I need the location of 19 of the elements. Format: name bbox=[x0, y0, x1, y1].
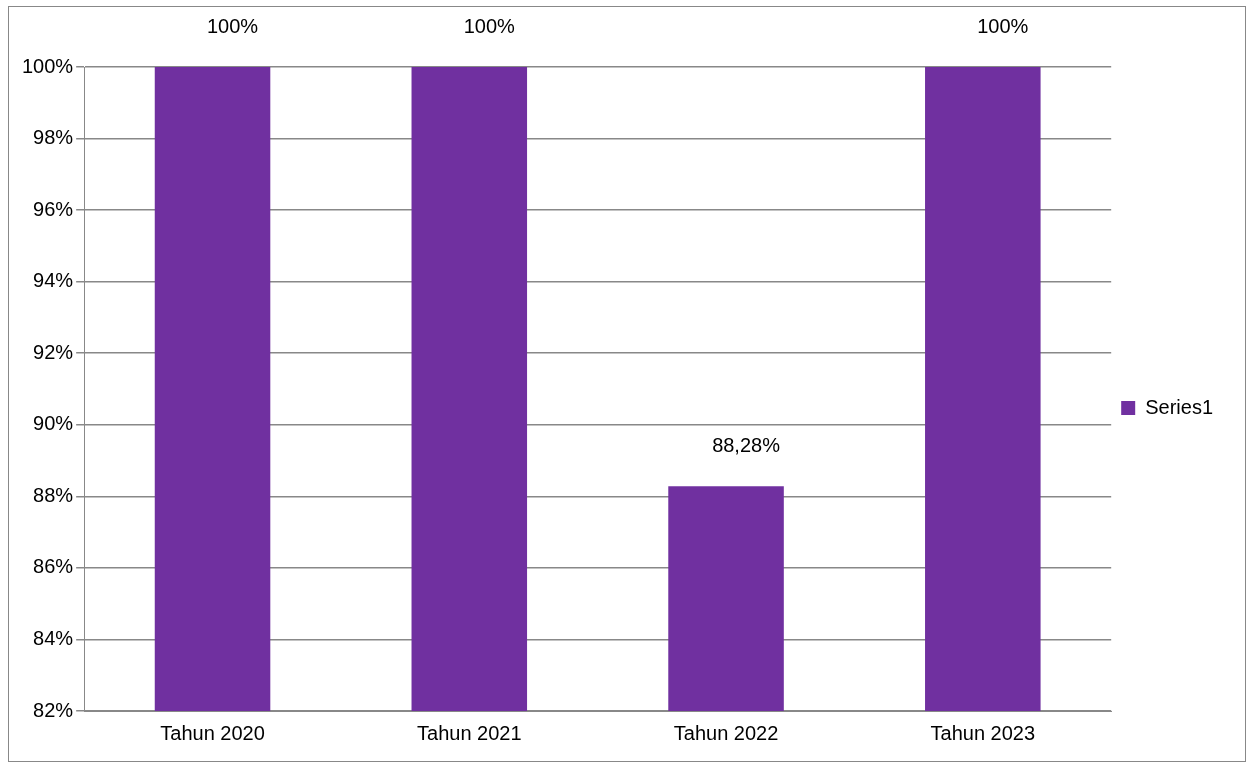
x-tick-label: Tahun 2021 bbox=[417, 721, 522, 744]
y-tick-label: 92% bbox=[33, 340, 74, 363]
data-label: 88,28% bbox=[712, 433, 781, 456]
y-tick-label: 84% bbox=[33, 626, 74, 649]
y-tick-label: 90% bbox=[33, 412, 74, 435]
x-tick-label: Tahun 2023 bbox=[930, 721, 1036, 744]
y-tick-label: 86% bbox=[33, 555, 74, 578]
legend-label: Series1 bbox=[1145, 395, 1213, 418]
y-tick-label: 88% bbox=[33, 483, 74, 506]
y-tick-label: 94% bbox=[33, 269, 74, 292]
x-tick-label: Tahun 2022 bbox=[673, 721, 779, 744]
x-tick-label: Tahun 2020 bbox=[160, 721, 265, 744]
data-label: 100% bbox=[977, 14, 1029, 37]
data-label: 100% bbox=[206, 14, 259, 37]
y-tick-label: 96% bbox=[33, 197, 74, 220]
y-tick-label: 100% bbox=[22, 54, 74, 77]
y-tick-label: 98% bbox=[33, 126, 74, 149]
y-tick-label: 82% bbox=[33, 698, 74, 721]
data-label: 100% bbox=[463, 14, 516, 37]
